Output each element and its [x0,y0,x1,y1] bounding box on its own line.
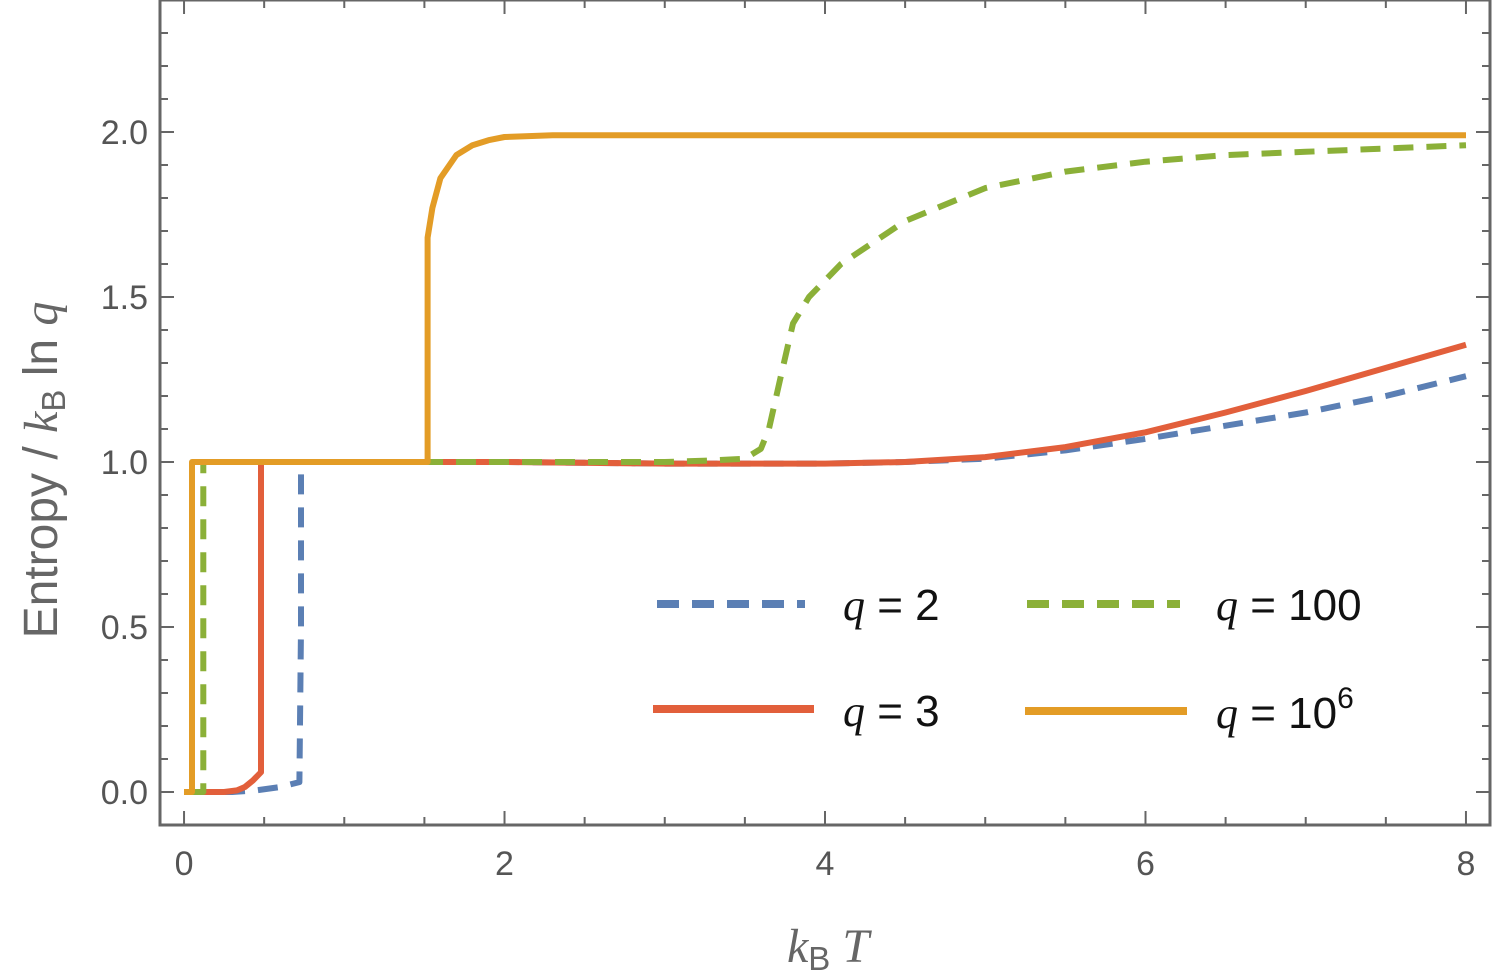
x-axis-title: kB T [787,920,872,977]
x-tick-label: 4 [816,845,835,883]
y-tick-label: 0.0 [101,774,148,812]
y-tick-label: 1.5 [101,279,148,317]
y-tick-label: 2.0 [101,114,148,152]
legend-label-q100: q = 100 [1216,581,1362,630]
legend-label-q2: q = 2 [843,581,940,630]
y-tick-label: 1.0 [101,444,148,482]
legend-label-q3: q = 3 [843,687,940,736]
legend: q = 2 q = 100 q = 3 q = 106 [653,581,1362,738]
y-tick-label: 0.5 [101,609,148,647]
x-tick-label: 2 [495,845,514,883]
series-layer [184,132,1467,795]
labels-layer: 0 2 4 6 8 0.0 0.5 1.0 1.5 2.0 [101,114,1476,883]
series-line-1 [192,341,1467,795]
x-tick-label: 0 [175,845,194,883]
series-line-3 [184,132,1466,795]
plot-frame [158,0,1492,827]
y-axis-title: Entropy / kB ln q [15,302,72,639]
legend-label-q1e6: q = 106 [1216,682,1354,738]
x-tick-label: 6 [1136,845,1155,883]
x-tick-label: 8 [1457,845,1476,883]
